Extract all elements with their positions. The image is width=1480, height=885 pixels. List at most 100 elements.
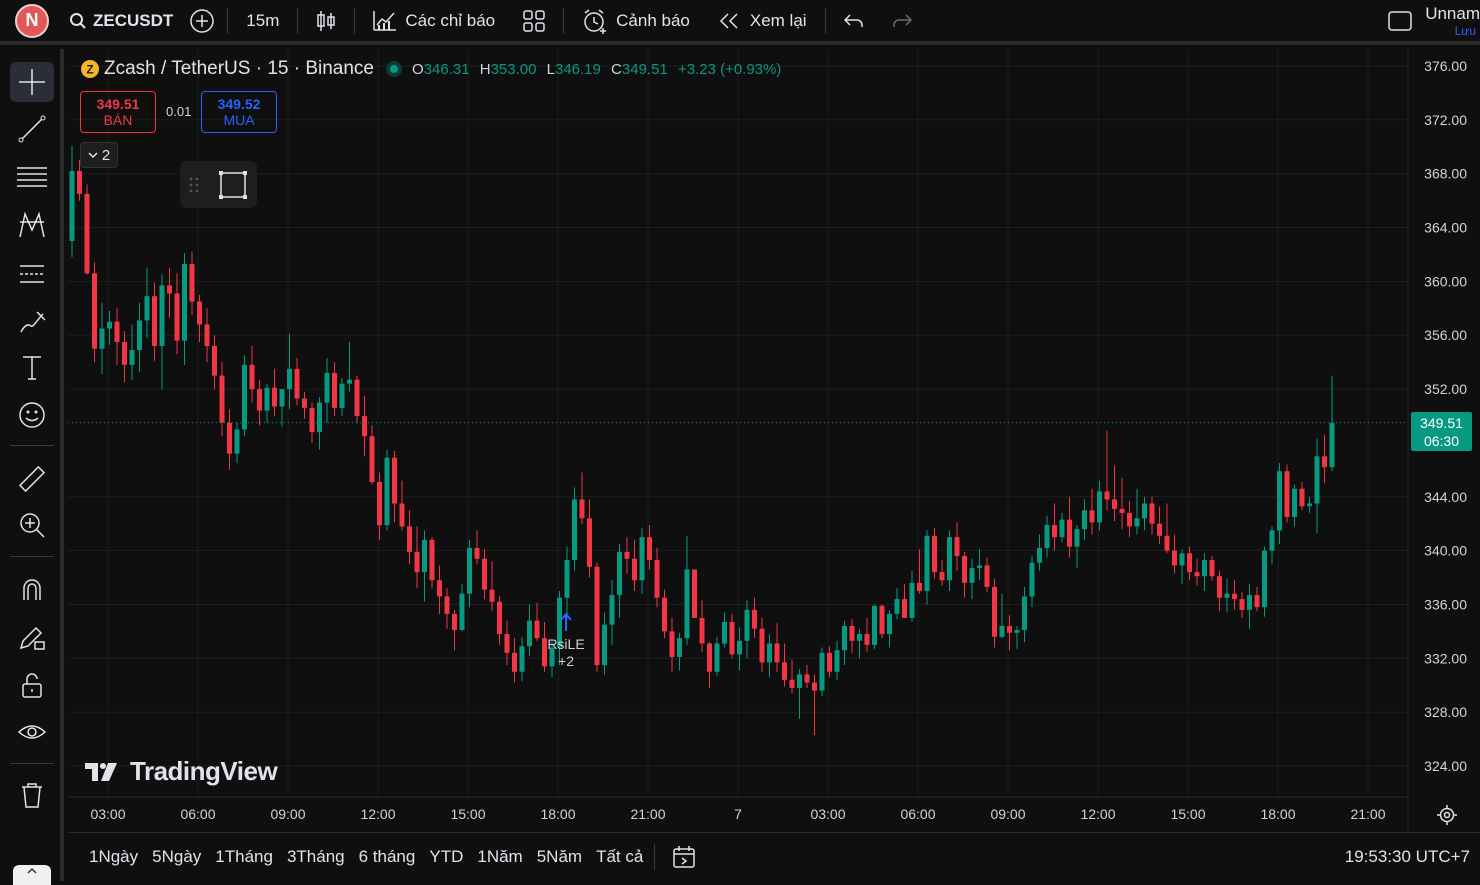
candle-body [834, 650, 840, 672]
price-tick-label: 364.00 [1424, 220, 1467, 236]
divider [10, 445, 54, 446]
fib-tool[interactable] [10, 157, 54, 197]
range-1m[interactable]: 1Tháng [215, 847, 273, 866]
layout-name-button[interactable]: Unnam Lưu [1426, 4, 1480, 38]
time-axis: 03:00 06:00 09:00 12:00 15:00 18:00 21:00 7 03:0… [90, 806, 1385, 822]
candle-body [1044, 525, 1050, 548]
candle-body [302, 398, 307, 408]
text-tool[interactable] [10, 347, 54, 387]
emoji-tool[interactable] [10, 395, 54, 435]
low-value: 346.19 [554, 60, 601, 78]
candle [909, 570, 915, 622]
candle-body [902, 599, 907, 618]
candle-body [1127, 512, 1132, 527]
templates-button[interactable] [509, 0, 559, 43]
candle [1292, 484, 1297, 527]
candle-body [1134, 518, 1140, 527]
price-chart[interactable]: 376.00 372.00 368.00 364.00 360.00 356.00 352.… [47, 49, 1480, 832]
symbol-title[interactable]: Zcash / TetherUS · 15 · Binance [104, 58, 374, 79]
measure-tool[interactable] [10, 459, 54, 499]
range-6m[interactable]: 6 tháng [358, 847, 416, 866]
indicators-collapse-button[interactable]: 2 [80, 142, 118, 168]
candle [1127, 500, 1132, 538]
candle [512, 638, 517, 683]
time-tick-label: 09:00 [990, 806, 1025, 822]
time-tick-label: 03:00 [90, 806, 125, 822]
fullscreen-button[interactable] [1374, 0, 1426, 43]
drag-handle-icon[interactable] [188, 175, 200, 195]
range-5d[interactable]: 5Ngày [152, 847, 202, 866]
candle-body [947, 537, 952, 581]
buy-label: MUA [223, 112, 255, 128]
candle-body [1224, 593, 1230, 598]
remove-drawings-tool[interactable] [10, 775, 54, 815]
forecast-icon [20, 265, 44, 283]
indicators-button[interactable]: Các chỉ báo [359, 0, 509, 43]
indicators-icon [373, 10, 397, 31]
floating-drawing-toolbar[interactable] [180, 161, 257, 208]
signal-marker[interactable]: RsiLE +2 [540, 612, 592, 670]
stay-drawing-tool[interactable] [10, 617, 54, 657]
range-1d[interactable]: 1Ngày [89, 847, 139, 866]
candle-body [129, 350, 135, 365]
candle [722, 612, 727, 648]
time-tick-label: 06:00 [180, 806, 215, 822]
trend-line-tool[interactable] [10, 109, 54, 149]
range-3m[interactable]: 3Tháng [286, 847, 345, 866]
rectangle-select-icon[interactable] [218, 170, 248, 200]
range-all[interactable]: Tất cả [596, 847, 644, 866]
candle [954, 522, 960, 571]
range-1y[interactable]: 1Năm [477, 847, 523, 866]
scroll-up-button[interactable] [13, 865, 51, 885]
crosshair-tool[interactable] [10, 62, 54, 102]
replay-button[interactable]: Xem lại [704, 0, 821, 43]
candle-body [294, 368, 300, 399]
candle [474, 530, 480, 565]
candle-body [497, 601, 502, 635]
candle-body [69, 171, 75, 241]
chart-settings-button[interactable] [1436, 804, 1458, 826]
candle [669, 617, 675, 672]
candle [227, 409, 232, 470]
user-avatar[interactable]: N [15, 3, 49, 38]
candle-body [774, 643, 780, 663]
clock-timezone[interactable]: 19:53:30 UTC+7 [1344, 847, 1470, 866]
last-price-value: 349.51 [1420, 415, 1463, 431]
close-key: C [611, 60, 622, 78]
pattern-tool[interactable] [10, 205, 54, 245]
candle-body [77, 171, 82, 194]
magnet-tool[interactable] [10, 569, 54, 609]
brush-tool[interactable] [10, 301, 54, 341]
forecast-tool[interactable] [10, 253, 54, 293]
goto-date-button[interactable] [659, 845, 709, 869]
zoom-in-icon [20, 513, 45, 538]
chart-type-button[interactable] [302, 0, 350, 43]
candle-body [1217, 576, 1222, 598]
buy-button[interactable]: 349.52 MUA [201, 91, 277, 133]
candle-body [752, 609, 757, 629]
candle [1232, 580, 1237, 610]
symbol-search-button[interactable]: ZECUSDT [69, 0, 181, 43]
lock-tool[interactable] [10, 665, 54, 705]
candle-body [977, 565, 982, 569]
candle-body [444, 596, 450, 614]
compare-button[interactable] [181, 0, 223, 43]
alerts-button[interactable]: Cảnh báo [568, 0, 704, 43]
candle-body [789, 679, 795, 688]
redo-button[interactable] [878, 0, 926, 43]
candle-body [1187, 553, 1192, 573]
zoom-tool[interactable] [10, 505, 54, 545]
candle-body [1067, 519, 1072, 547]
range-5y[interactable]: 5Năm [536, 847, 583, 866]
candle-body [744, 609, 750, 641]
range-ytd[interactable]: YTD [429, 847, 464, 866]
candle-body [699, 617, 705, 644]
chart-pane[interactable]: 376.00 372.00 368.00 364.00 360.00 356.00 352.… [47, 49, 1480, 832]
candle-body [594, 566, 600, 666]
sell-button[interactable]: 349.51 BÁN [80, 91, 156, 133]
candle [429, 537, 435, 589]
visibility-tool[interactable] [10, 712, 54, 752]
candle-body [669, 631, 675, 657]
undo-button[interactable] [830, 0, 878, 43]
interval-button[interactable]: 15m [246, 10, 280, 30]
